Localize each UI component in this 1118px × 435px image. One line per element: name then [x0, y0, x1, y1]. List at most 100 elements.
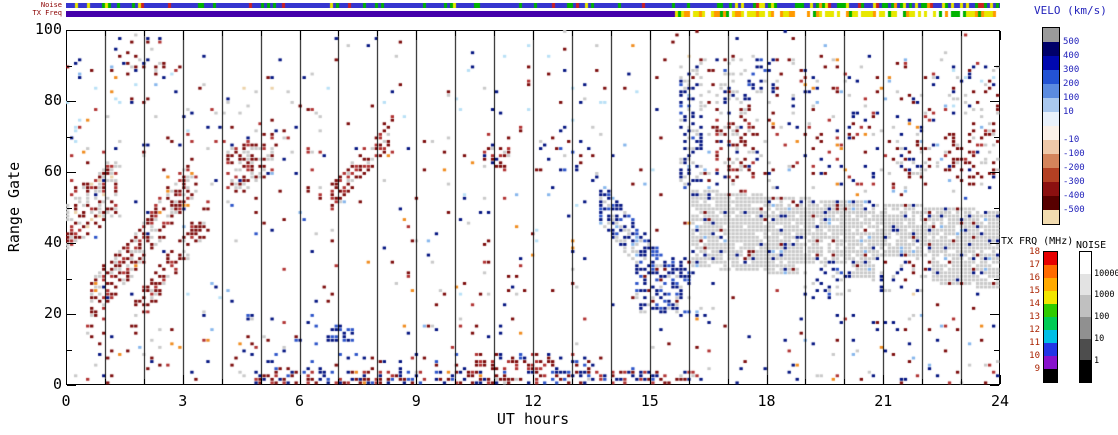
colorbar-label: 400: [1063, 51, 1080, 61]
colorbar-block: [1044, 265, 1057, 278]
y-tick: [67, 243, 76, 244]
colorbar-label: 10: [1029, 351, 1040, 361]
colorbar-label: 10: [1094, 333, 1105, 344]
x-tick: [144, 379, 145, 384]
x-tick: [805, 31, 806, 36]
x-tick-label: 0: [61, 392, 71, 410]
x-tick: [105, 379, 106, 384]
y-tick: [990, 385, 999, 386]
x-tick: [183, 375, 184, 384]
x-tick: [494, 379, 495, 384]
x-tick-label: 6: [294, 392, 305, 410]
x-tick: [144, 31, 145, 36]
y-tick: [67, 137, 72, 138]
colorbar-label: -300: [1063, 177, 1085, 187]
colorbar-label: 1000: [1094, 290, 1115, 301]
x-tick: [533, 31, 534, 40]
colorbar-label: 18: [1029, 247, 1040, 257]
colorbar-block: [1043, 42, 1059, 56]
velocity-colorbar: [1042, 27, 1060, 225]
colorbar-block: [1080, 317, 1091, 339]
y-tick: [67, 101, 76, 102]
x-tick: [922, 379, 923, 384]
x-tick: [377, 379, 378, 384]
colorbar-label: 9: [1034, 364, 1040, 374]
x-tick: [1000, 31, 1001, 40]
colorbar-block: [1044, 278, 1057, 291]
y-tick: [994, 279, 999, 280]
colorbar-block: [1043, 154, 1059, 168]
y-tick: [990, 30, 999, 31]
y-tick: [994, 66, 999, 67]
y-tick-label: 80: [43, 91, 62, 109]
colorbar-block: [1044, 304, 1057, 317]
colorbar-label: 200: [1063, 79, 1080, 89]
x-tick: [1000, 375, 1001, 384]
colorbar-block: [1044, 369, 1057, 382]
x-tick: [300, 375, 301, 384]
colorbar-block: [1080, 295, 1091, 318]
x-tick: [611, 31, 612, 36]
noise-colorbar-title: NOISE: [1076, 240, 1107, 251]
y-tick: [67, 172, 76, 173]
y-tick: [990, 314, 999, 315]
x-tick-label: 24: [990, 392, 1010, 410]
x-tick: [611, 379, 612, 384]
x-tick: [455, 31, 456, 36]
colorbar-label: 100: [1094, 312, 1110, 323]
colorbar-block: [1043, 196, 1059, 210]
y-tick: [67, 30, 76, 31]
colorbar-block: [1080, 273, 1091, 296]
colorbar-label: 16: [1029, 273, 1040, 283]
colorbar-label: -400: [1063, 191, 1085, 201]
colorbar-block: [1043, 140, 1059, 154]
y-tick: [67, 66, 72, 67]
y-tick: [67, 208, 72, 209]
x-tick: [66, 375, 67, 384]
x-tick: [105, 31, 106, 36]
y-tick-label: 20: [43, 304, 62, 322]
x-tick: [767, 375, 768, 384]
x-tick: [844, 379, 845, 384]
colorbar-block: [1080, 360, 1091, 383]
x-tick: [728, 31, 729, 36]
x-tick: [883, 375, 884, 384]
x-tick: [572, 379, 573, 384]
x-tick: [222, 379, 223, 384]
colorbar-label: 11: [1029, 338, 1040, 348]
colorbar-block: [1043, 112, 1059, 126]
colorbar-label: 15: [1029, 286, 1040, 296]
tx-freq-colorbar: [1043, 251, 1058, 383]
x-tick: [261, 379, 262, 384]
x-tick: [261, 31, 262, 36]
x-tick: [883, 31, 884, 40]
x-tick: [961, 31, 962, 36]
x-tick: [416, 31, 417, 40]
colorbar-block: [1044, 343, 1057, 356]
x-axis-title: UT hours: [496, 410, 570, 428]
colorbar-block: [1043, 84, 1059, 98]
velocity-scatter-canvas: [66, 30, 1000, 385]
x-tick-label: 9: [411, 392, 421, 410]
x-tick: [338, 379, 339, 384]
colorbar-block: [1043, 210, 1059, 224]
x-tick: [805, 379, 806, 384]
tx-freq-indicator-strip: [66, 11, 1000, 17]
x-tick: [650, 31, 651, 40]
x-tick: [300, 31, 301, 40]
colorbar-block: [1043, 168, 1059, 182]
x-tick: [222, 31, 223, 36]
x-tick-label: 18: [757, 392, 776, 410]
y-tick-label: 100: [34, 20, 62, 38]
x-tick-label: 3: [178, 392, 188, 410]
colorbar-label: 10000: [1094, 268, 1118, 279]
y-tick: [67, 279, 72, 280]
x-tick: [572, 31, 573, 36]
x-tick: [183, 31, 184, 40]
x-tick: [961, 379, 962, 384]
colorbar-block: [1044, 356, 1057, 369]
x-tick: [416, 375, 417, 384]
colorbar-label: 12: [1029, 325, 1040, 335]
x-tick-label: 12: [523, 392, 543, 410]
y-tick-label: 60: [43, 162, 62, 180]
